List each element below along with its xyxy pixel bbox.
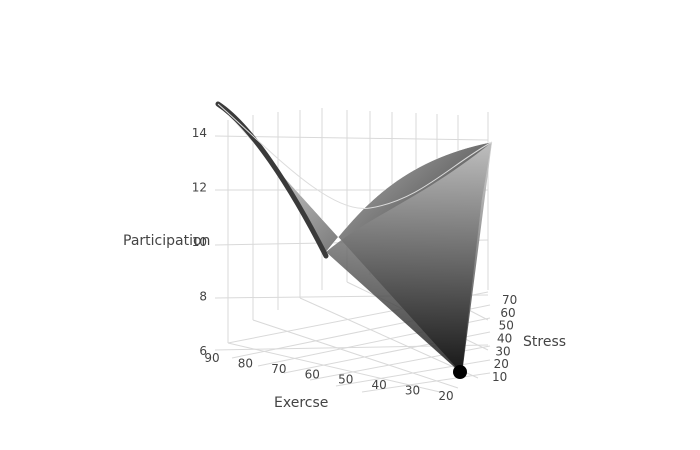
surface xyxy=(215,101,493,379)
y-tick-label: 30 xyxy=(495,344,510,358)
x-tick-label: 50 xyxy=(338,373,353,387)
y-tick-label: 70 xyxy=(502,293,517,307)
surface-ridge xyxy=(215,101,329,259)
x-tick-label: 80 xyxy=(238,356,253,370)
x-tick-label: 20 xyxy=(438,389,453,403)
x-tick-label: 40 xyxy=(372,378,387,392)
y-tick-label: 40 xyxy=(497,332,512,346)
surface-min-point xyxy=(453,365,467,379)
surface-top-edge xyxy=(217,103,493,209)
x-tick-label: 30 xyxy=(405,384,420,398)
z-axis-ticks: 6 8 10 12 14 xyxy=(192,126,207,358)
z-tick-label: 8 xyxy=(199,290,207,304)
x-tick-label: 90 xyxy=(204,351,219,365)
y-tick-label: 60 xyxy=(500,306,515,320)
x-tick-label: 70 xyxy=(271,362,286,376)
x-tick-label: 60 xyxy=(305,367,320,381)
y-tick-label: 50 xyxy=(499,319,514,333)
y-tick-label: 20 xyxy=(494,357,509,371)
surface-right-sheet xyxy=(326,142,492,374)
x-axis-ticks: 90 80 70 60 50 40 30 20 xyxy=(204,351,453,403)
z-tick-label: 6 xyxy=(199,344,207,358)
y-axis-title: Stress xyxy=(523,334,566,350)
x-axis-title: Exercse xyxy=(274,395,328,411)
z-tick-label: 12 xyxy=(192,181,207,195)
z-tick-label: 10 xyxy=(192,235,207,249)
y-tick-label: 10 xyxy=(492,370,507,384)
z-axis-title: Participation xyxy=(123,233,210,249)
z-tick-label: 14 xyxy=(192,126,207,140)
